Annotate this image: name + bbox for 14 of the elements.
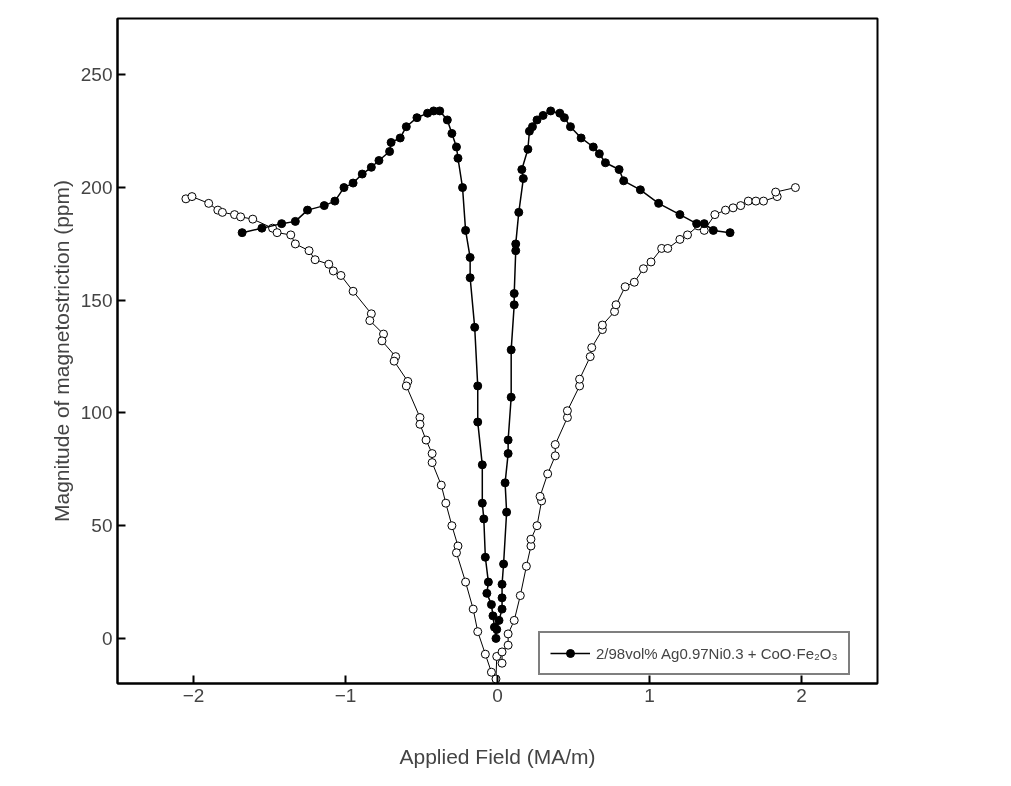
- y-tick-label: 250: [80, 64, 113, 86]
- x-tick-label: 0: [492, 684, 503, 706]
- x-tick-label: −2: [182, 684, 205, 706]
- y-tick-label: 0: [101, 627, 113, 649]
- x-axis-title: Applied Field (MA/m): [399, 744, 596, 768]
- y-axis-title: Magnitude of magnetostriction (ppm): [49, 180, 73, 522]
- y-tick-label: 50: [91, 515, 113, 537]
- y-tick-label: 150: [80, 289, 113, 311]
- y-tick-label: 100: [80, 402, 113, 424]
- x-tick-label: 2: [796, 684, 807, 706]
- x-tick-label: −1: [334, 684, 357, 706]
- legend-label: 2/98vol% Ag0.97Ni0.3 + CoO·Fe₂O₃: [596, 644, 838, 662]
- x-tick-label: 1: [644, 684, 655, 706]
- y-tick-label: 200: [80, 177, 113, 199]
